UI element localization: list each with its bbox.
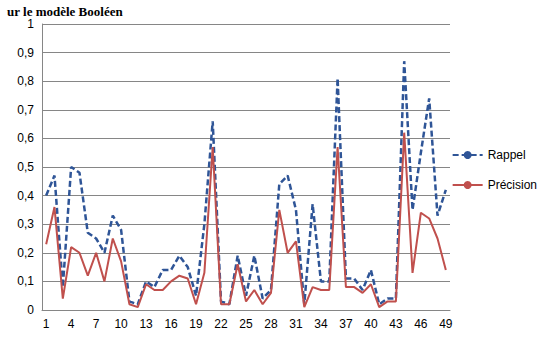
svg-text:0,1: 0,1 — [17, 274, 34, 288]
svg-text:19: 19 — [189, 317, 203, 331]
svg-text:0,2: 0,2 — [17, 246, 34, 260]
svg-text:22: 22 — [214, 317, 228, 331]
svg-text:28: 28 — [264, 317, 278, 331]
svg-text:34: 34 — [314, 317, 328, 331]
svg-text:0: 0 — [27, 303, 34, 317]
svg-text:16: 16 — [164, 317, 178, 331]
svg-text:4: 4 — [68, 317, 75, 331]
svg-text:37: 37 — [339, 317, 353, 331]
svg-text:10: 10 — [114, 317, 128, 331]
svg-text:0,5: 0,5 — [17, 160, 34, 174]
svg-text:ur le modèle Booléen: ur le modèle Booléen — [7, 4, 123, 19]
svg-text:0,3: 0,3 — [17, 217, 34, 231]
svg-text:46: 46 — [414, 317, 428, 331]
svg-text:13: 13 — [139, 317, 153, 331]
svg-text:0,6: 0,6 — [17, 131, 34, 145]
svg-text:31: 31 — [289, 317, 303, 331]
svg-text:0,8: 0,8 — [17, 74, 34, 88]
svg-text:Précision: Précision — [488, 178, 537, 192]
svg-text:1: 1 — [43, 317, 50, 331]
svg-text:43: 43 — [389, 317, 403, 331]
svg-text:49: 49 — [439, 317, 453, 331]
svg-text:40: 40 — [364, 317, 378, 331]
svg-text:1: 1 — [27, 17, 34, 31]
svg-text:Rappel: Rappel — [488, 148, 526, 162]
svg-text:0,9: 0,9 — [17, 46, 34, 60]
svg-text:25: 25 — [239, 317, 253, 331]
svg-text:0,7: 0,7 — [17, 103, 34, 117]
svg-text:0,4: 0,4 — [17, 189, 34, 203]
svg-text:7: 7 — [93, 317, 100, 331]
